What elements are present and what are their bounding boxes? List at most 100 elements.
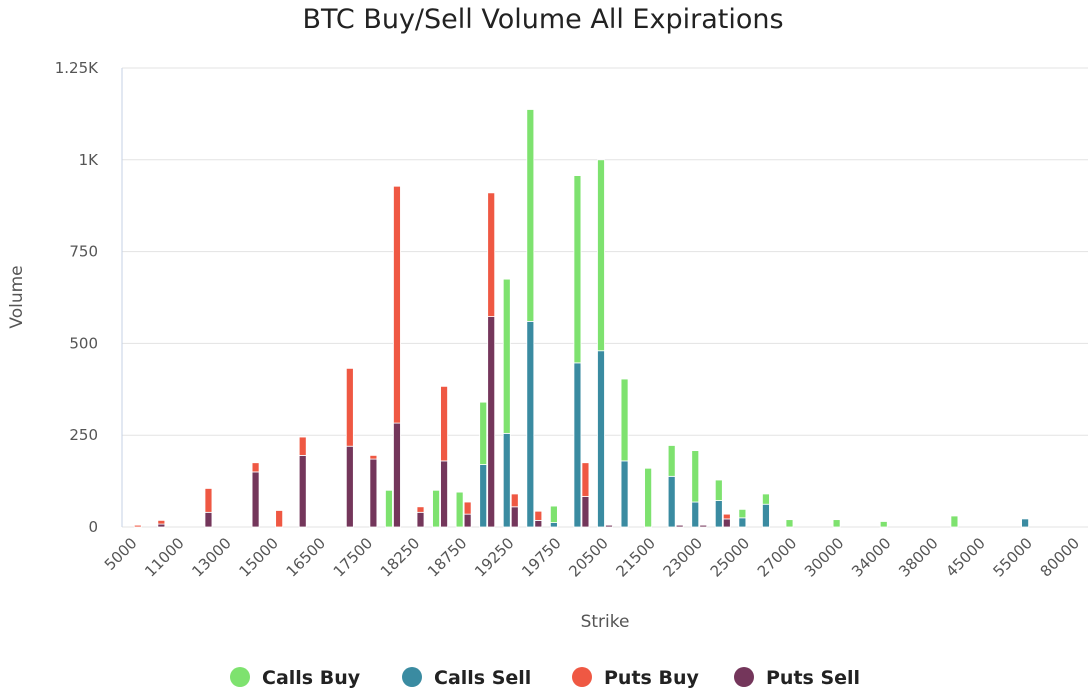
bar-segment (785, 519, 794, 528)
bar-segment (738, 517, 747, 528)
bar-segment (251, 471, 260, 528)
bar-segment (385, 489, 393, 528)
legend-marker (402, 667, 422, 687)
bar-segment (722, 513, 731, 520)
bar-segment (549, 522, 558, 528)
legend-marker (230, 667, 250, 687)
y-axis-label: Volume (7, 265, 27, 328)
bar-segment (549, 505, 558, 523)
bar-segment (275, 510, 284, 528)
bar-segment (675, 524, 684, 528)
bar-segment (620, 460, 629, 528)
bar-segment (479, 464, 488, 528)
y-tick-label: 0 (88, 518, 98, 536)
bar-segment (479, 401, 488, 465)
bar-segment (345, 445, 354, 528)
bar-segment (879, 521, 888, 528)
y-tick-label: 750 (69, 243, 98, 261)
x-tick-label: 15000 (236, 534, 282, 580)
x-tick-label: 30000 (801, 534, 847, 580)
x-tick-label: 21500 (612, 534, 658, 580)
bar-segment (510, 506, 519, 528)
bar-segment (722, 518, 731, 528)
x-tick-label: 45000 (942, 534, 988, 580)
bar-segment (573, 175, 582, 364)
bar-segment (463, 513, 472, 528)
bar-segment (620, 378, 629, 462)
legend-label: Puts Sell (766, 667, 860, 688)
bar-segment (298, 454, 307, 528)
x-tick-label: 38000 (895, 534, 941, 580)
legend-label: Puts Buy (604, 667, 699, 688)
bar-segment (432, 489, 440, 528)
bar-segment (157, 523, 166, 528)
bar-segment (738, 508, 747, 519)
x-axis-label: Strike (581, 612, 630, 632)
bar-segment (463, 501, 472, 515)
bar-segment (573, 362, 582, 528)
bar-segment (416, 506, 425, 513)
bar-segment (762, 503, 770, 528)
bar-segment (581, 496, 590, 528)
bar-segment (510, 493, 519, 508)
y-tick-label: 250 (69, 426, 98, 444)
bar-segment (1021, 518, 1029, 528)
bar-segment (597, 159, 605, 352)
bar-segment (667, 475, 676, 528)
bar-segment (714, 479, 723, 501)
bar-segment (534, 510, 543, 521)
legend-label: Calls Sell (434, 667, 531, 688)
bar-segment (644, 467, 653, 528)
bar-segment (487, 316, 496, 528)
bar-segment (667, 445, 676, 477)
bar-segment (204, 511, 213, 528)
bar-segment (455, 491, 464, 528)
bar-segment (345, 367, 354, 447)
bar-segment (762, 493, 770, 505)
x-tick-label: 16500 (283, 534, 329, 580)
x-tick-label: 19250 (471, 534, 517, 580)
bar-segment (691, 501, 700, 528)
legend-marker (572, 667, 592, 687)
x-tick-label: 18750 (424, 534, 470, 580)
bar-segment (133, 524, 142, 528)
x-tick-label: 80000 (1037, 534, 1083, 580)
bar-segment (581, 462, 590, 497)
y-tick-label: 1K (79, 151, 100, 169)
bar-segment (950, 515, 959, 528)
bar-segment (393, 185, 401, 424)
bar-segment (714, 500, 723, 528)
bar-segment (534, 519, 543, 528)
y-tick-label: 1.25K (55, 59, 99, 77)
bar-segment (393, 422, 401, 528)
y-tick-label: 500 (69, 334, 98, 352)
bar-segment (691, 450, 700, 503)
bar-segment (502, 432, 511, 528)
bar-segment (204, 488, 213, 513)
x-tick-label: 25000 (707, 534, 753, 580)
x-tick-label: 34000 (848, 534, 894, 580)
legend-label: Calls Buy (262, 667, 361, 688)
bar-segment (487, 192, 496, 317)
x-tick-label: 11000 (141, 534, 187, 580)
x-tick-label: 13000 (188, 534, 234, 580)
bar-segment (526, 320, 535, 528)
x-tick-label: 23000 (660, 534, 706, 580)
bar-segment (416, 511, 425, 528)
x-tick-label: 17500 (330, 534, 376, 580)
bar-segment (157, 519, 166, 525)
x-tick-label: 18250 (377, 534, 423, 580)
bar-segment (369, 458, 378, 528)
bar-segment (298, 436, 307, 456)
bar-segment (699, 524, 708, 528)
x-tick-label: 27000 (754, 534, 800, 580)
chart-title: BTC Buy/Sell Volume All Expirations (302, 4, 783, 35)
x-tick-label: 5000 (101, 534, 141, 574)
bar-segment (369, 454, 378, 460)
bar-segment (440, 460, 448, 528)
bar-segment (832, 519, 841, 528)
x-tick-label: 20500 (565, 534, 611, 580)
x-tick-label: 19750 (518, 534, 564, 580)
x-tick-label: 55000 (989, 534, 1035, 580)
